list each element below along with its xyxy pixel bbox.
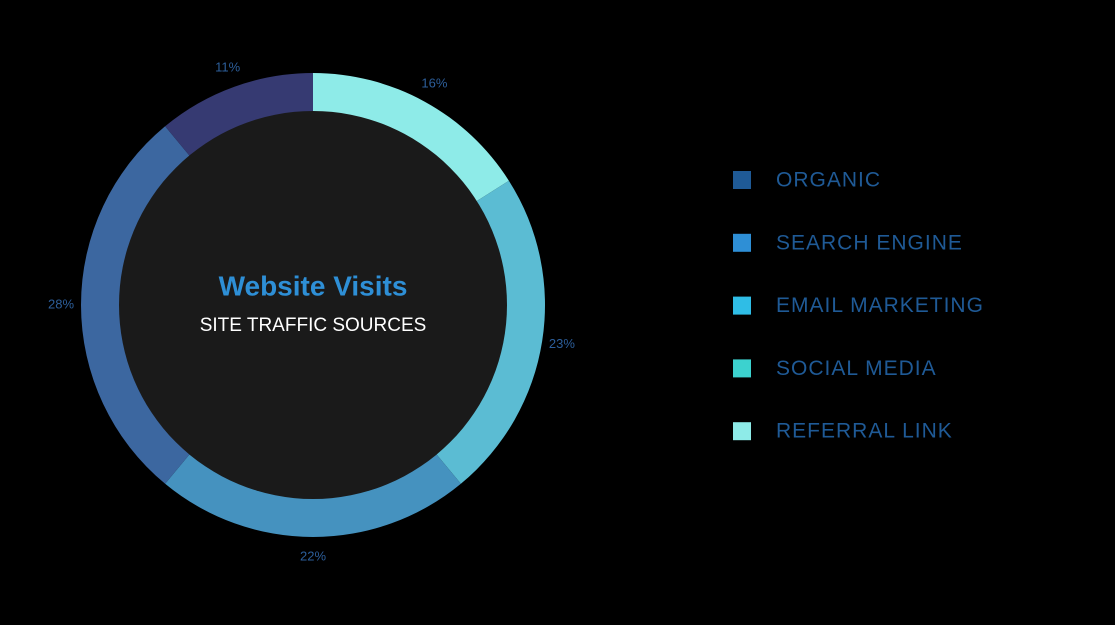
legend-label: ORGANIC bbox=[776, 169, 881, 192]
legend-label: SEARCH ENGINE bbox=[776, 231, 963, 254]
donut-slice bbox=[80, 126, 191, 484]
legend-label: EMAIL MARKETING bbox=[776, 294, 984, 317]
donut-slice bbox=[435, 180, 545, 484]
value-label: 22% bbox=[300, 548, 326, 563]
chart-title: Website Visits bbox=[219, 270, 408, 301]
legend-swatch bbox=[733, 359, 751, 378]
legend-label: REFERRAL LINK bbox=[776, 420, 953, 443]
value-label: 28% bbox=[48, 296, 74, 311]
legend-swatch bbox=[733, 296, 751, 315]
value-label: 11% bbox=[215, 59, 240, 74]
donut-slice bbox=[165, 73, 313, 158]
legend-swatch bbox=[733, 171, 751, 189]
value-label: 23% bbox=[549, 336, 575, 351]
value-label: 16% bbox=[421, 76, 447, 91]
donut-hole bbox=[119, 111, 507, 499]
legend-swatch bbox=[733, 422, 751, 441]
legend-label: SOCIAL MEDIA bbox=[776, 357, 937, 380]
legend-swatch bbox=[733, 233, 751, 252]
donut-slice bbox=[165, 452, 461, 537]
chart-subtitle: SITE TRAFFIC SOURCES bbox=[200, 315, 427, 336]
